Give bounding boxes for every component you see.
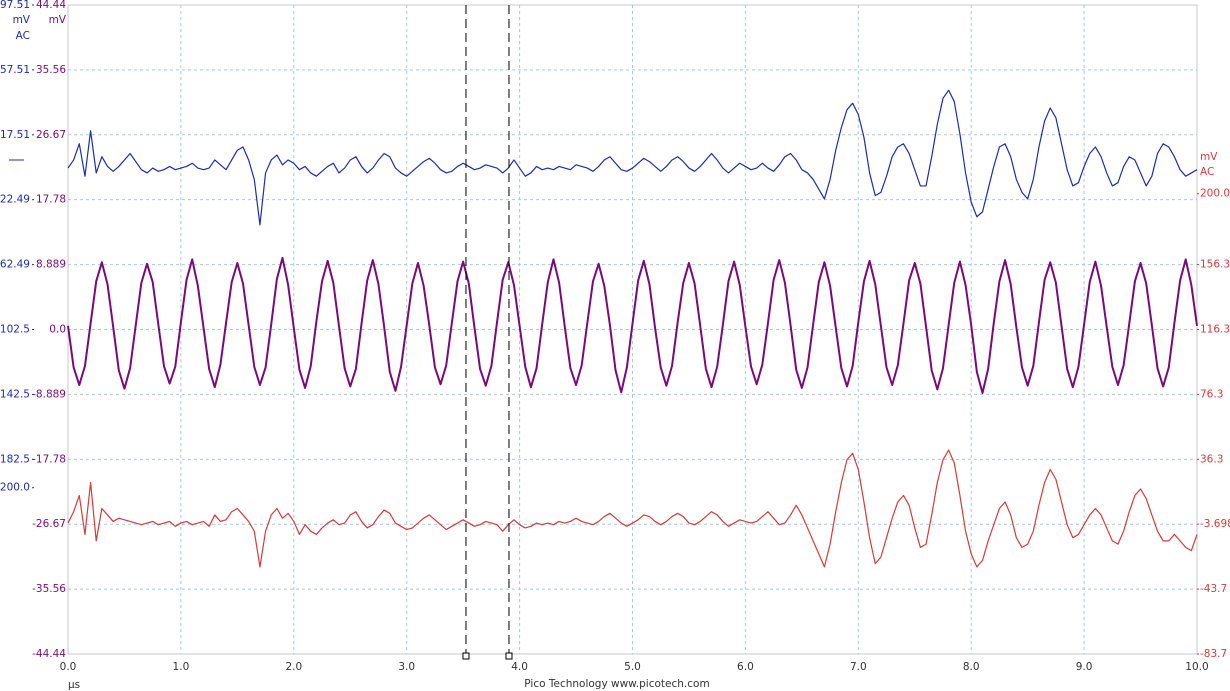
x-tick-label: 8.0 xyxy=(963,661,980,673)
y-tick-label: -8.889 xyxy=(32,388,66,400)
axis-coupling: AC xyxy=(16,30,30,42)
y-tick-label: 35.56 xyxy=(36,64,66,76)
trace xyxy=(67,449,1198,568)
x-tick-label: 7.0 xyxy=(850,661,867,673)
x-tick-label: 10.0 xyxy=(1185,661,1208,673)
y-tick-label: 156.3 xyxy=(1200,259,1230,271)
y-tick-label: -43.7 xyxy=(1200,583,1227,595)
trace xyxy=(67,89,1198,226)
y-tick-label: 17.78 xyxy=(36,194,66,206)
y-tick-label: 17.51 xyxy=(0,129,30,141)
y-tick-label: 97.51 xyxy=(0,0,30,11)
y-tick-label: -3.698 xyxy=(1200,518,1230,530)
y-tick-label: 8.889 xyxy=(36,259,66,271)
x-tick-label: 1.0 xyxy=(173,661,190,673)
x-unit: µs xyxy=(68,679,80,691)
y-tick-label: -142.5 xyxy=(0,388,30,400)
axis-unit: mV xyxy=(49,14,67,26)
y-tick-label: -35.56 xyxy=(32,583,66,595)
x-tick-label: 6.0 xyxy=(737,661,754,673)
y-tick-label: 76.3 xyxy=(1200,388,1223,400)
y-tick-label: -182.5 xyxy=(0,453,30,465)
y-tick-label: -83.7 xyxy=(1200,648,1227,660)
y-tick-label: 200.0 xyxy=(1200,188,1230,200)
axis-unit: mV xyxy=(13,14,31,26)
axis-coupling: AC xyxy=(1200,166,1214,178)
x-tick-label: 2.0 xyxy=(285,661,302,673)
x-tick-label: 0.0 xyxy=(60,661,77,673)
y-tick-label: -22.49 xyxy=(0,194,30,206)
y-tick-label: 116.3 xyxy=(1200,324,1230,336)
y-tick-label: -62.49 xyxy=(0,259,30,271)
y-tick-label: 36.3 xyxy=(1200,453,1223,465)
y-tick-label: -26.67 xyxy=(32,518,66,530)
y-tick-label: -44.44 xyxy=(32,648,66,660)
axis-unit: mV xyxy=(1200,151,1218,163)
footer: Pico Technology www.picotech.com xyxy=(524,678,709,690)
x-tick-label: 9.0 xyxy=(1076,661,1093,673)
y-tick-label: -102.5 xyxy=(0,324,30,336)
y-tick-label: 26.67 xyxy=(36,129,66,141)
cursor-handle xyxy=(462,652,470,660)
y-tick-label: -17.78 xyxy=(32,453,66,465)
y-tick-label: 44.44 xyxy=(36,0,66,11)
cursor-handle xyxy=(505,652,513,660)
y-tick-label: 0.0 xyxy=(49,324,66,336)
trace xyxy=(67,256,1198,395)
x-tick-label: 3.0 xyxy=(398,661,415,673)
y-tick-label: 57.51 xyxy=(0,64,30,76)
x-tick-label: 4.0 xyxy=(511,661,528,673)
x-tick-label: 5.0 xyxy=(624,661,641,673)
y-tick-label: -200.0 xyxy=(0,482,30,494)
